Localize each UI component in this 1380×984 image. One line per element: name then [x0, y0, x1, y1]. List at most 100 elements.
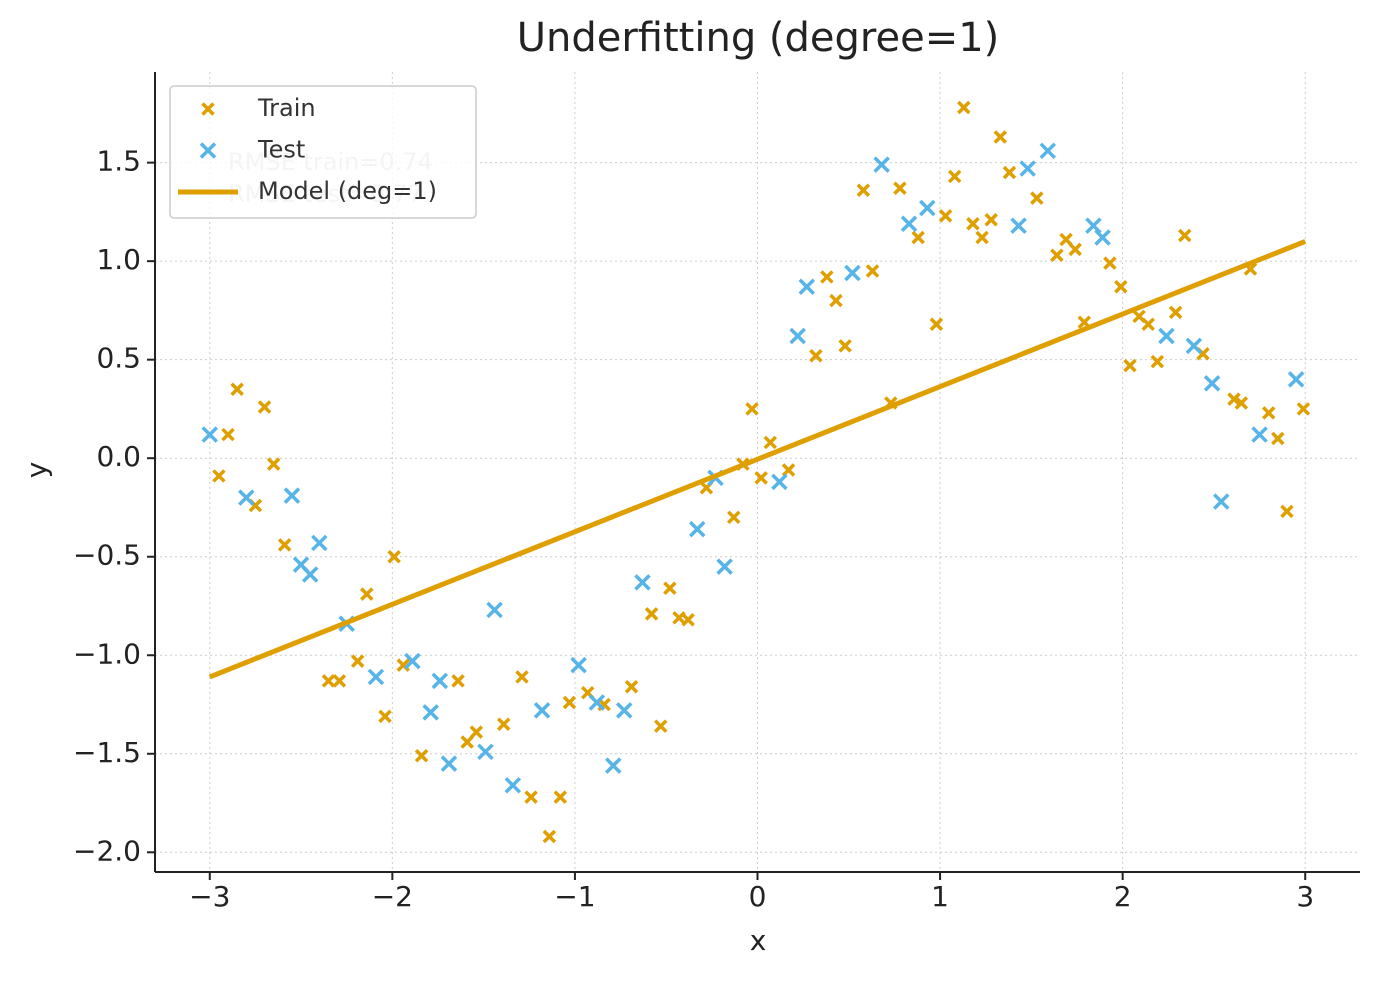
point: [957, 100, 971, 115]
x-tick-label: 0: [749, 880, 767, 913]
point: [469, 725, 484, 739]
x-tick-label: −3: [189, 880, 230, 913]
point: [1103, 256, 1117, 270]
legend-swatch: [201, 102, 215, 116]
point: [431, 672, 449, 690]
legend-label: Test: [257, 136, 305, 164]
marks: [201, 100, 1311, 844]
point: [1050, 248, 1064, 262]
point: [615, 702, 633, 719]
point: [1287, 371, 1305, 388]
point: [919, 199, 936, 217]
point: [486, 601, 503, 619]
point: [1010, 217, 1027, 234]
point: [221, 427, 235, 442]
point: [311, 534, 328, 552]
y-tick-label: 0.0: [96, 440, 141, 473]
point: [1030, 191, 1044, 205]
point: [266, 457, 281, 471]
point: [809, 349, 823, 363]
point: [681, 613, 695, 627]
legend: Train Test Model (deg=1): [169, 85, 477, 219]
point: [404, 652, 421, 670]
point: [230, 382, 244, 396]
point: [873, 156, 890, 173]
point: [993, 130, 1008, 144]
point: [504, 777, 522, 794]
point: [524, 790, 538, 804]
point: [911, 230, 925, 245]
point: [893, 181, 907, 195]
point: [984, 213, 998, 227]
point: [360, 587, 374, 601]
legend-label: Model (deg=1): [258, 177, 437, 205]
y-tick-label: 0.5: [96, 342, 141, 375]
point: [689, 520, 706, 538]
ticks: −3 −2 −1 0 1 2 3 −2.0 −1.5 −1.0 −0.5 0.0 0.5 1.0 1.5: [73, 145, 1314, 913]
point: [1039, 142, 1057, 160]
point: [1213, 493, 1230, 510]
point: [1019, 160, 1036, 177]
point: [1123, 358, 1137, 373]
point: [663, 581, 677, 595]
y-tick-label: −1.5: [73, 736, 141, 769]
point: [1271, 431, 1285, 446]
point: [414, 749, 429, 763]
chart-title: Underfitting (degree=1): [517, 15, 1000, 61]
point: [422, 704, 439, 721]
point: [1141, 317, 1155, 331]
point: [929, 317, 944, 331]
point: [838, 339, 852, 353]
point: [440, 755, 458, 772]
point: [1158, 327, 1175, 345]
y-tick-label: −2.0: [73, 834, 141, 867]
point: [844, 264, 861, 282]
point: [257, 400, 272, 414]
point: [1185, 337, 1203, 355]
point: [1094, 229, 1111, 246]
point: [1150, 354, 1165, 369]
point: [745, 402, 759, 416]
point: [588, 694, 606, 711]
point: [332, 674, 347, 688]
point: [820, 270, 834, 284]
point: [301, 566, 319, 583]
point: [1168, 305, 1183, 320]
point: [515, 670, 529, 684]
point: [562, 695, 577, 710]
point: [350, 654, 365, 668]
point: [1177, 228, 1192, 243]
point: [1068, 242, 1082, 257]
point: [1296, 402, 1311, 416]
point: [829, 293, 843, 308]
point: [1251, 426, 1268, 443]
point: [781, 463, 796, 477]
x-tick-label: 1: [931, 880, 949, 913]
x-tick-label: 2: [1114, 880, 1132, 913]
point: [212, 469, 226, 483]
point: [938, 209, 953, 223]
point: [900, 215, 918, 232]
point: [477, 743, 494, 761]
point: [856, 183, 871, 197]
point: [367, 668, 385, 686]
point: [533, 702, 551, 719]
point: [624, 680, 639, 694]
point: [542, 829, 557, 844]
y-tick-label: 1.5: [96, 145, 141, 178]
x-tick-label: −1: [554, 880, 595, 913]
point: [378, 709, 392, 724]
point: [451, 674, 465, 688]
point: [763, 435, 778, 450]
point: [754, 471, 768, 485]
point: [672, 611, 686, 625]
point: [798, 278, 816, 296]
point: [570, 656, 587, 674]
point: [653, 719, 668, 733]
point: [1280, 504, 1294, 519]
point: [634, 574, 651, 591]
legend-box: [169, 85, 477, 219]
point: [321, 674, 336, 688]
point: [1227, 392, 1241, 406]
point: [1114, 280, 1128, 294]
